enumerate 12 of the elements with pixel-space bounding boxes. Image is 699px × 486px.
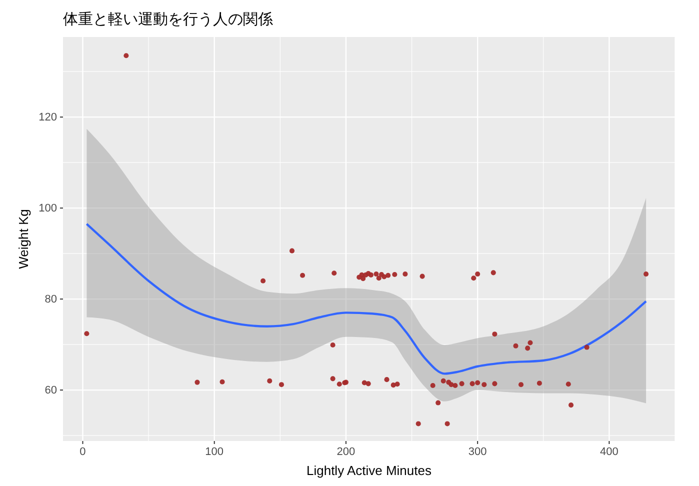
y-tick-label: 120 [38,112,57,124]
y-tick-label: 60 [44,384,57,397]
y-tick-label: 100 [38,202,57,215]
x-tick-label: 100 [205,446,224,458]
x-tick-label: 300 [468,446,487,458]
x-tick-label: 400 [600,446,618,458]
y-tick-label: 80 [44,294,57,306]
x-tick-label: 200 [336,446,356,458]
y-axis-title: Weight Kg [16,209,31,269]
chart-title: 体重と軽い運動を行う人の関係 [63,11,273,28]
x-axis-title: Lightly Active Minutes [306,463,432,478]
x-tick-label: 0 [80,446,86,458]
